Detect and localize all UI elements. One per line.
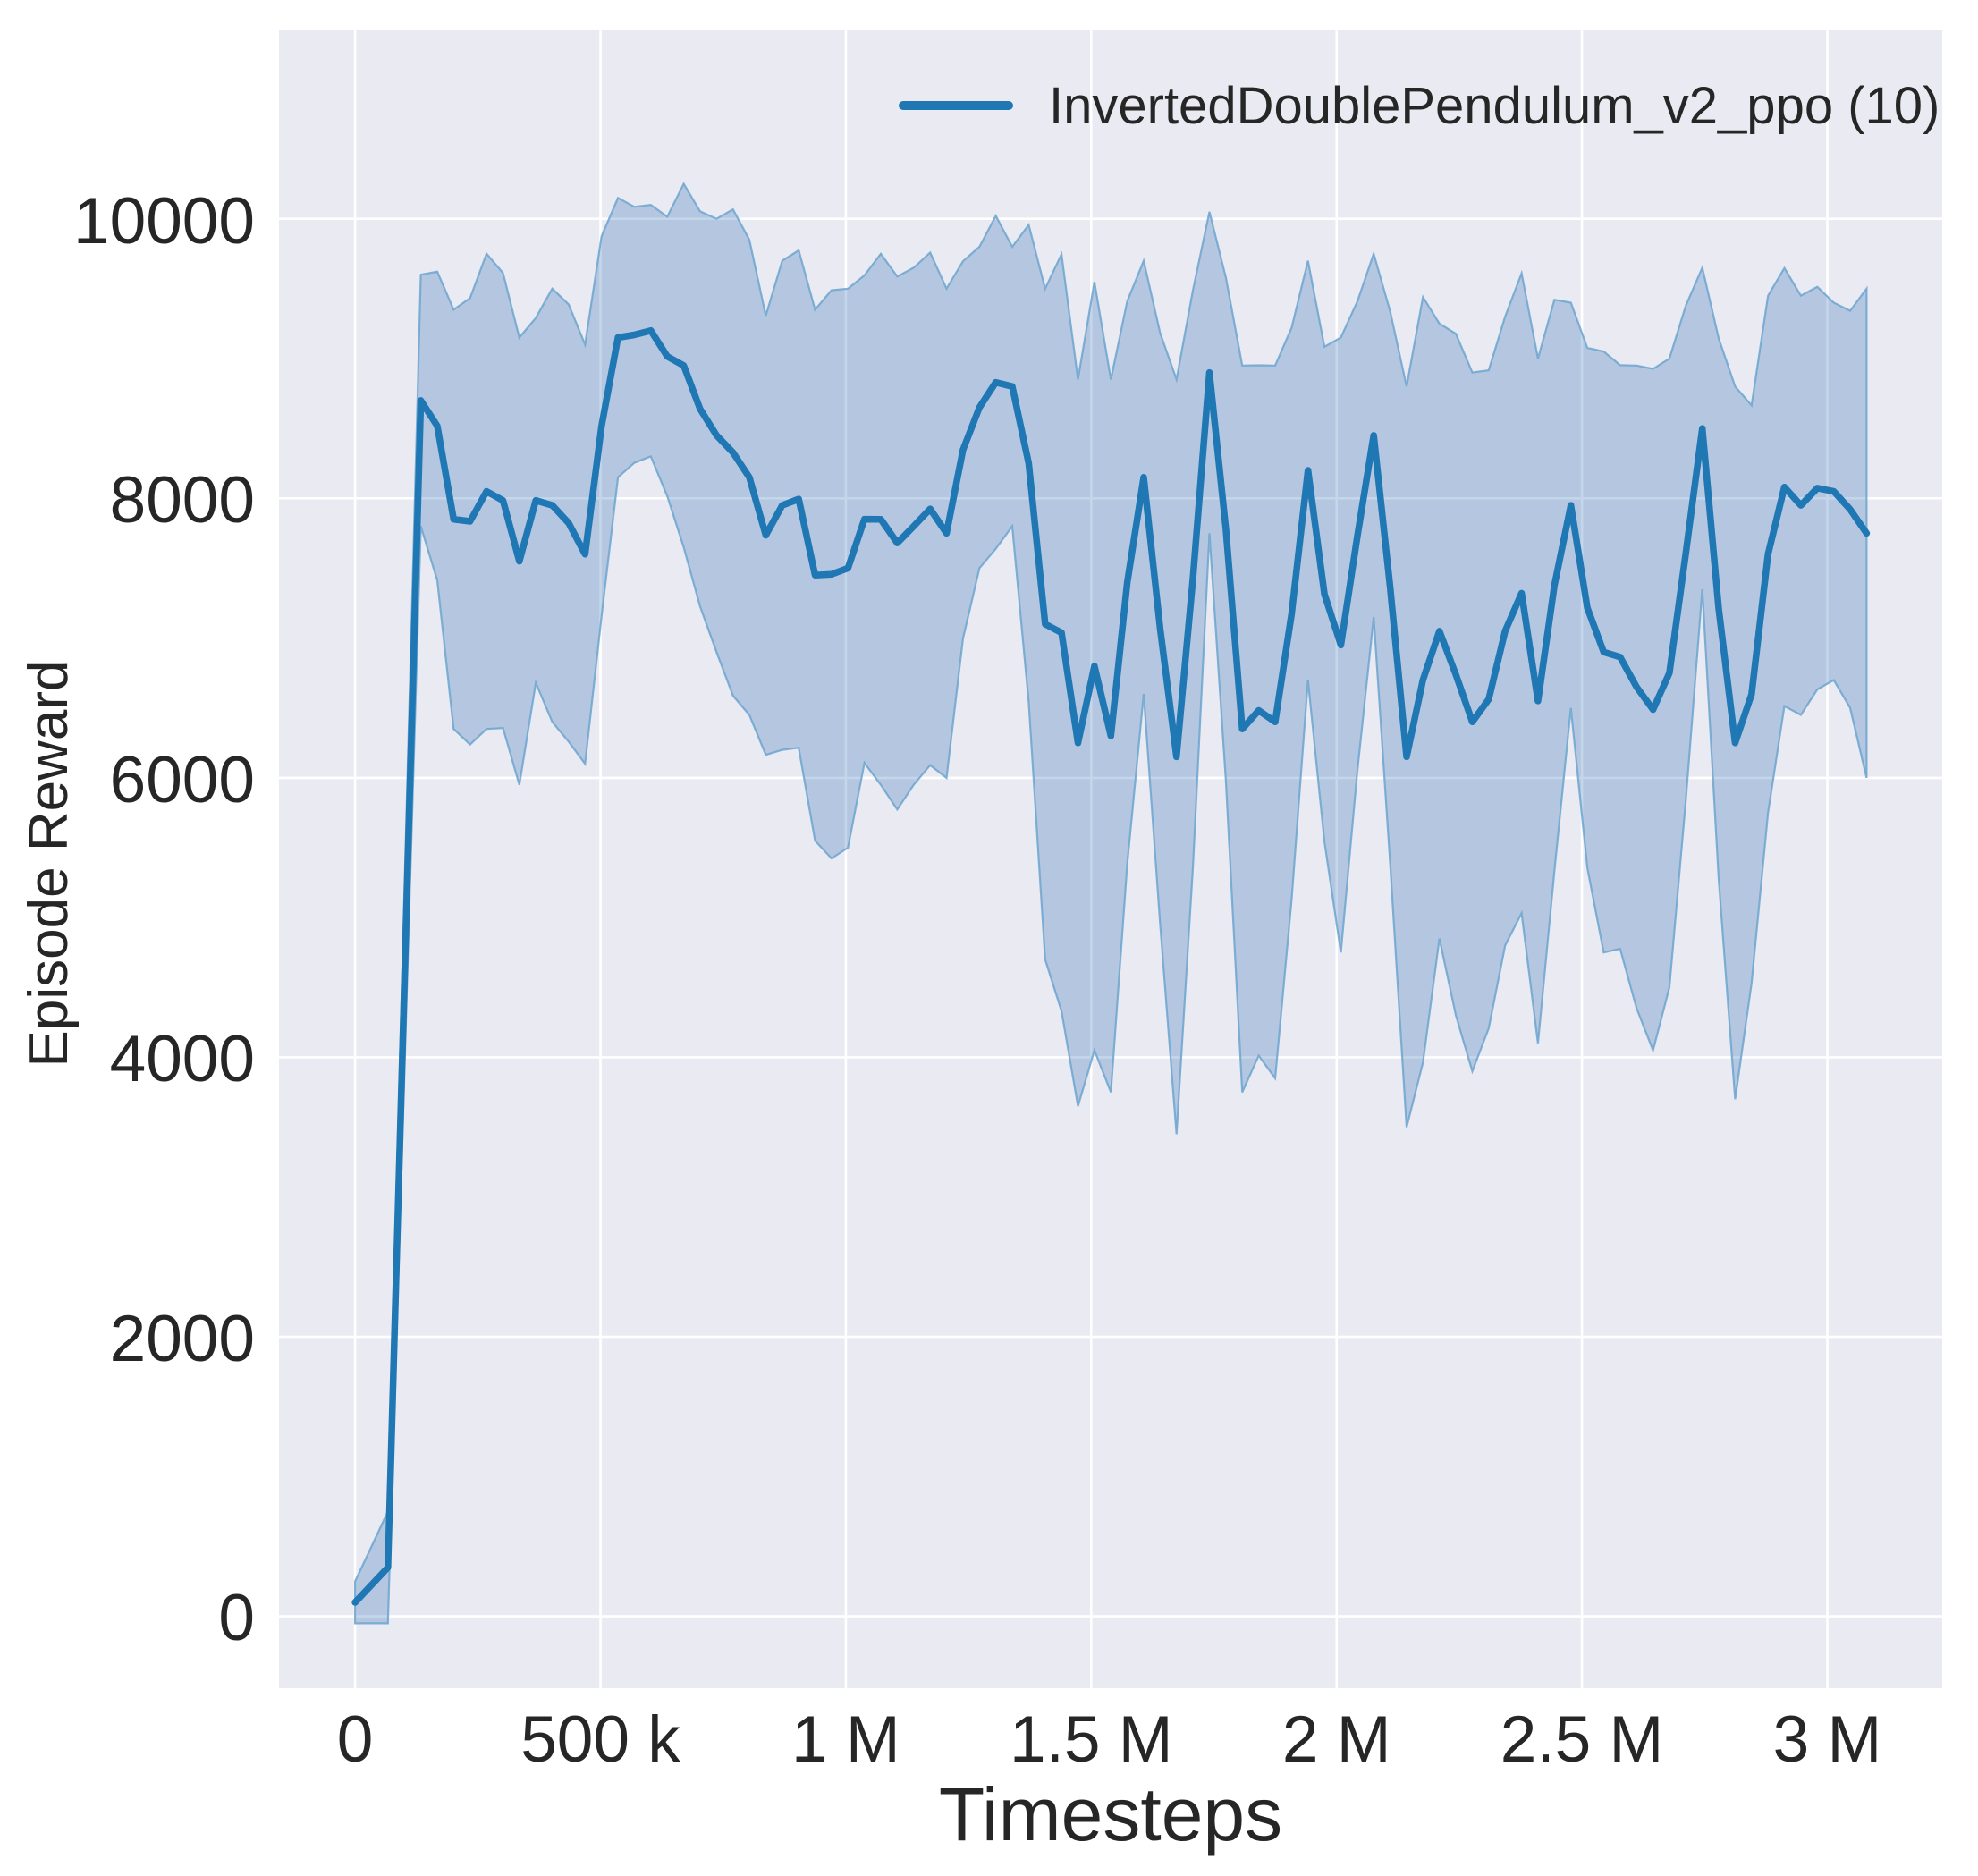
svg-text:2.5 M: 2.5 M [1500,1703,1664,1776]
svg-text:0: 0 [218,1582,255,1654]
svg-text:3 M: 3 M [1773,1703,1882,1776]
svg-text:6000: 6000 [110,744,255,816]
svg-text:0: 0 [337,1703,374,1776]
svg-text:2 M: 2 M [1282,1703,1391,1776]
svg-text:InvertedDoublePendulum_v2_ppo: InvertedDoublePendulum_v2_ppo (10) [1049,77,1940,135]
svg-text:Episode Reward: Episode Reward [18,661,80,1068]
svg-text:4000: 4000 [110,1023,255,1095]
svg-text:Timesteps: Timesteps [939,1772,1282,1856]
svg-text:10000: 10000 [73,185,255,258]
svg-text:500 k: 500 k [520,1703,680,1776]
svg-text:1.5 M: 1.5 M [1010,1703,1173,1776]
svg-text:8000: 8000 [110,464,255,537]
svg-text:2000: 2000 [110,1303,255,1375]
svg-text:1 M: 1 M [791,1703,900,1776]
